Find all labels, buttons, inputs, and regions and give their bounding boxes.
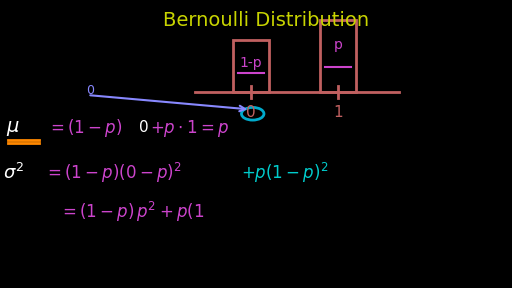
Bar (320, 20, 356, 92)
Text: 1-p: 1-p (240, 56, 263, 70)
Text: Bernoulli Distribution: Bernoulli Distribution (163, 11, 370, 30)
Text: $\mu$: $\mu$ (7, 119, 20, 138)
Text: $\sigma^2$: $\sigma^2$ (3, 163, 24, 183)
Text: p: p (334, 38, 343, 52)
Text: 1: 1 (333, 105, 343, 120)
Text: $= (1-p)(0 - p)^2$: $= (1-p)(0 - p)^2$ (44, 161, 182, 185)
Text: $= (1-p)\,p^2 + p(1$: $= (1-p)\,p^2 + p(1$ (59, 200, 205, 224)
Text: $0$: $0$ (138, 119, 148, 135)
Text: $= (1-p)$: $= (1-p)$ (47, 117, 122, 139)
Text: 0: 0 (246, 105, 256, 120)
Text: 0: 0 (86, 84, 94, 97)
Text: $+ p(1 - p)^2$: $+ p(1 - p)^2$ (241, 161, 328, 185)
Text: $+ p \cdot 1 = p$: $+ p \cdot 1 = p$ (150, 118, 229, 139)
Bar (233, 40, 269, 92)
